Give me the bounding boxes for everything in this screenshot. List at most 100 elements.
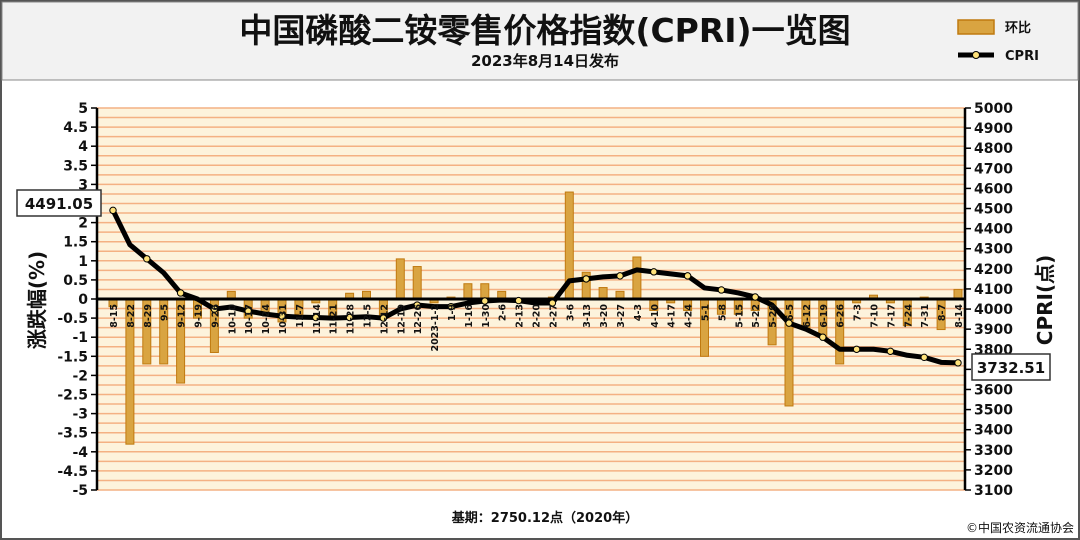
bar-mark <box>480 283 490 300</box>
bar-mark <box>412 266 422 300</box>
x-tick-label: 5-8 <box>717 304 728 322</box>
x-tick-label: 5-22 <box>751 304 762 328</box>
x-tick-label: 5-1 <box>701 304 712 321</box>
last-callout-text: 3732.51 <box>977 359 1045 377</box>
x-tick-label: 6-12 <box>802 304 813 328</box>
left-tick-label: 4 <box>78 139 88 155</box>
x-tick-label: 7-17 <box>886 304 897 328</box>
cpri-line-series <box>109 206 962 367</box>
right-tick-label: 4500 <box>974 202 1013 218</box>
cpri-point <box>616 272 624 280</box>
cpri-point <box>751 293 759 301</box>
x-tick-label: 2-6 <box>498 304 509 322</box>
cpri-point <box>379 314 388 322</box>
x-tick-label: 2-13 <box>515 304 526 328</box>
cpri-point <box>954 359 962 367</box>
legend: 环比 CPRI <box>957 19 1039 64</box>
x-tick-label: 7-10 <box>870 304 881 328</box>
left-tick-label: -0.5 <box>57 311 88 327</box>
x-tick-label: 10-31 <box>278 304 289 334</box>
last-callout-box <box>971 353 1051 381</box>
x-tick-label: 12-19 <box>396 304 407 334</box>
cpri-point <box>650 268 658 276</box>
x-tick-label: 3-20 <box>599 304 610 328</box>
first-callout-text: 4491.05 <box>25 195 93 213</box>
x-tick-label: 4-10 <box>650 304 661 328</box>
x-tick-label: 3-13 <box>582 304 593 328</box>
x-tick-label: 4-17 <box>667 304 678 328</box>
right-tick-label: 3500 <box>974 403 1013 419</box>
right-tick-label: 4900 <box>974 121 1013 137</box>
left-tick-label: 1.5 <box>63 235 88 251</box>
cpri-point <box>785 319 793 327</box>
chart-subtitle: 2023年8月14日发布 <box>471 52 619 70</box>
cpri-point <box>683 272 692 280</box>
left-tick-label: 4.5 <box>63 120 88 136</box>
x-tick-label: 3-27 <box>616 304 627 328</box>
right-tick-label: 3300 <box>974 443 1013 459</box>
x-tick-label: 8-29 <box>143 304 154 328</box>
cpri-point <box>109 206 117 215</box>
x-tick-label: 12-26 <box>413 304 424 335</box>
x-tick-label: 7-31 <box>920 304 931 328</box>
x-tick-label: 11-28 <box>346 304 357 335</box>
x-tick-label: 10-17 <box>244 304 255 334</box>
legend-line-label: CPRI <box>1005 49 1039 64</box>
legend-bar-label: 环比 <box>1005 20 1031 36</box>
cpri-line <box>110 209 959 366</box>
cpri-point <box>278 312 286 320</box>
right-tick-label: 4100 <box>974 282 1013 298</box>
x-tick-label: 3-6 <box>565 304 576 322</box>
right-tick-label: 3600 <box>974 382 1013 398</box>
cpri-point <box>582 275 590 283</box>
left-tick-label: 3 <box>78 177 88 193</box>
right-tick-label: 3400 <box>974 423 1013 439</box>
left-tick-label: 0 <box>78 292 88 308</box>
cpri-point <box>852 345 861 353</box>
left-tick-label: -1 <box>72 330 88 346</box>
cpri-point <box>514 296 523 305</box>
left-tick-label: -4.5 <box>57 464 88 480</box>
bar-mark <box>598 287 608 300</box>
right-tick-label: 4000 <box>974 302 1013 318</box>
chart-title: 中国磷酸二铵零售价格指数(CPRI)一览图 <box>239 11 850 50</box>
x-tick-label: 8-7 <box>937 304 948 321</box>
x-tick-label: 10-24 <box>261 304 272 335</box>
x-tick-label: 11-14 <box>312 304 323 335</box>
left-tick-label: -1.5 <box>57 349 88 365</box>
copyright-note: ©中国农资流通协会 <box>966 520 1074 535</box>
x-tick-label: 12-5 <box>363 304 374 328</box>
x-tick-label: 9-26 <box>210 304 221 328</box>
base-period-note: 基期：2750.12点（2020年） <box>451 510 638 526</box>
x-tick-label: 9-5 <box>160 304 171 321</box>
x-tick-label: 2-20 <box>532 304 543 328</box>
bar-mark <box>463 283 473 300</box>
bar-series <box>108 191 963 445</box>
right-axis-label: CPRI(点) <box>1033 255 1057 345</box>
left-tick-label: 2 <box>78 216 88 232</box>
header-band <box>1 1 1079 81</box>
bar-mark <box>632 256 642 300</box>
cpri-point <box>447 302 455 311</box>
right-tick-label: 3900 <box>974 322 1013 338</box>
left-tick-label: 1 <box>78 254 88 270</box>
x-tick-label: 7-3 <box>853 304 864 321</box>
legend-bar-swatch <box>957 19 995 35</box>
x-tick-label: 5-15 <box>734 304 745 328</box>
right-tick-label: 4300 <box>974 242 1013 258</box>
x-tick-label: 4-3 <box>633 304 644 321</box>
left-axis-label: 涨跌幅(%) <box>25 251 49 349</box>
x-tick-labels: 8-15 8-22 8-29 9-5 9-12 9-19 9-26 10-10 10-17 10-… <box>109 304 965 352</box>
cpri-point <box>143 255 151 263</box>
left-tick-label: -2 <box>72 368 88 384</box>
left-tick-label: -3.5 <box>57 426 88 442</box>
x-tick-label: 6-5 <box>785 304 796 321</box>
cpri-point <box>244 307 252 315</box>
right-tick-label: 4700 <box>974 161 1013 177</box>
cpri-point <box>176 289 185 297</box>
cpri-point <box>210 305 219 313</box>
right-tick-label: 4600 <box>974 181 1013 197</box>
cpri-point <box>717 286 726 294</box>
x-tick-label: 8-14 <box>954 304 965 328</box>
